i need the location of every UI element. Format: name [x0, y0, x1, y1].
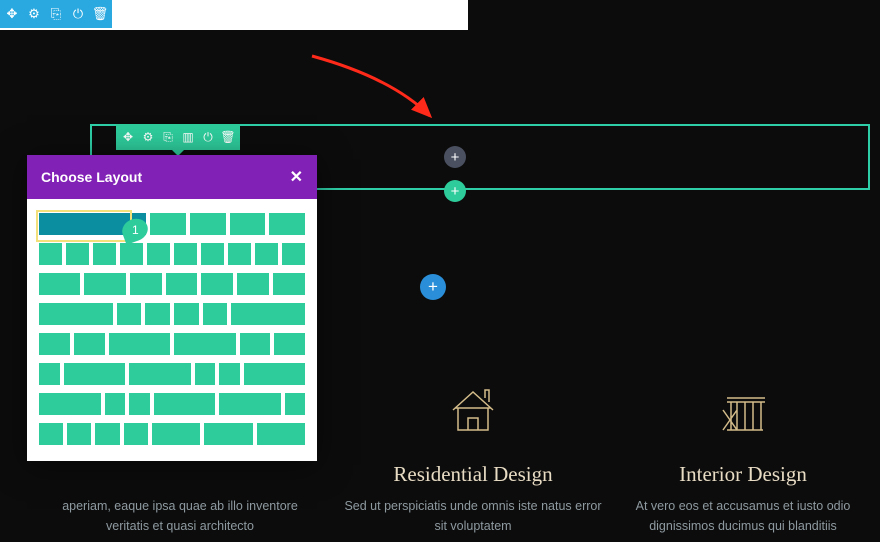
layout-option[interactable]: [174, 333, 236, 355]
layout-option[interactable]: [64, 363, 126, 385]
layout-option[interactable]: [195, 363, 216, 385]
power-icon[interactable]: ⏻: [70, 6, 86, 22]
trash-icon[interactable]: 🗑: [92, 6, 108, 22]
layout-option[interactable]: [39, 243, 62, 265]
layout-option[interactable]: [39, 393, 101, 415]
layout-option[interactable]: [166, 273, 198, 295]
layout-option[interactable]: [74, 333, 105, 355]
layout-row: [39, 303, 305, 325]
duplicate-icon[interactable]: ⎘: [161, 130, 175, 144]
layout-option[interactable]: [240, 333, 271, 355]
section-toolbar-blue: ✥ ⚙ ⎘ ⏻ 🗑: [0, 0, 112, 28]
layout-option[interactable]: [129, 363, 191, 385]
layout-option[interactable]: [219, 393, 281, 415]
layout-option[interactable]: [174, 243, 197, 265]
layout-option[interactable]: [273, 273, 305, 295]
layout-option[interactable]: [237, 273, 269, 295]
layout-option[interactable]: [190, 213, 226, 235]
layout-option[interactable]: [282, 243, 305, 265]
layout-option[interactable]: [39, 363, 60, 385]
layout-option[interactable]: [154, 393, 216, 415]
gear-icon[interactable]: ⚙: [141, 130, 155, 144]
layout-option[interactable]: [257, 423, 305, 445]
layout-option[interactable]: [129, 393, 150, 415]
layout-row: [39, 393, 305, 415]
layout-option[interactable]: [39, 273, 80, 295]
layout-option[interactable]: [174, 303, 199, 325]
layout-option[interactable]: [150, 213, 186, 235]
add-section-button-blue[interactable]: +: [420, 274, 446, 300]
layout-option[interactable]: [67, 423, 91, 445]
column-heading: Interior Design: [613, 462, 873, 487]
modal-title: Choose Layout: [41, 169, 142, 185]
layout-option[interactable]: [109, 333, 171, 355]
layout-row: [39, 273, 305, 295]
layout-option[interactable]: [95, 423, 119, 445]
layout-option[interactable]: [152, 423, 200, 445]
layout-option[interactable]: [230, 213, 266, 235]
layout-option[interactable]: [120, 243, 143, 265]
close-icon[interactable]: ✕: [290, 167, 303, 187]
add-row-button-teal[interactable]: +: [444, 180, 466, 202]
layout-option[interactable]: [203, 303, 228, 325]
gear-icon[interactable]: ⚙: [26, 6, 42, 22]
layout-option[interactable]: [219, 363, 240, 385]
layout-row: [39, 243, 305, 265]
layout-option[interactable]: [201, 243, 224, 265]
layout-option[interactable]: [228, 243, 251, 265]
annotation-badge: 1: [119, 215, 151, 245]
layout-option[interactable]: [130, 273, 162, 295]
layout-option[interactable]: [93, 243, 116, 265]
column-heading: Residential Design: [343, 462, 603, 487]
layout-option[interactable]: [145, 303, 170, 325]
add-module-button-gray[interactable]: +: [444, 146, 466, 168]
duplicate-icon[interactable]: ⎘: [48, 6, 64, 22]
layout-option[interactable]: [66, 243, 89, 265]
column-text: At vero eos et accusamus et iusto odio d…: [613, 496, 873, 536]
layout-row: 1: [39, 213, 305, 235]
layout-option[interactable]: [285, 393, 306, 415]
layout-option[interactable]: [274, 333, 305, 355]
row-toolbar-teal: ✥ ⚙ ⎘ ▥ ⏻ 🗑: [116, 124, 240, 150]
layout-option[interactable]: [124, 423, 148, 445]
layout-option[interactable]: [244, 363, 306, 385]
layout-option[interactable]: [269, 213, 305, 235]
column-text: aperiam, eaque ipsa quae ab illo invento…: [50, 496, 310, 536]
layout-option[interactable]: [201, 273, 233, 295]
column-text: Sed ut perspiciatis unde omnis iste natu…: [343, 496, 603, 536]
layout-option[interactable]: [39, 333, 70, 355]
layout-option[interactable]: [204, 423, 252, 445]
layout-option[interactable]: [105, 393, 126, 415]
layout-row: [39, 333, 305, 355]
layout-option[interactable]: [117, 303, 142, 325]
building-icon: [708, 375, 778, 445]
house-icon: [438, 375, 508, 445]
layout-option[interactable]: [84, 273, 125, 295]
annotation-arrow: [302, 48, 442, 128]
layout-option[interactable]: [39, 303, 113, 325]
layout-row: [39, 423, 305, 445]
layout-option[interactable]: [147, 243, 170, 265]
modal-header: Choose Layout ✕: [27, 155, 317, 199]
layout-option[interactable]: [255, 243, 278, 265]
layout-option[interactable]: [39, 423, 63, 445]
layout-grid: 1: [27, 199, 317, 461]
power-icon[interactable]: ⏻: [201, 130, 215, 144]
trash-icon[interactable]: 🗑: [221, 130, 235, 144]
columns-icon[interactable]: ▥: [181, 130, 195, 144]
choose-layout-modal: Choose Layout ✕ 1: [27, 155, 317, 461]
move-icon[interactable]: ✥: [4, 6, 20, 22]
move-icon[interactable]: ✥: [121, 130, 135, 144]
layout-option[interactable]: [231, 303, 305, 325]
layout-row: [39, 363, 305, 385]
